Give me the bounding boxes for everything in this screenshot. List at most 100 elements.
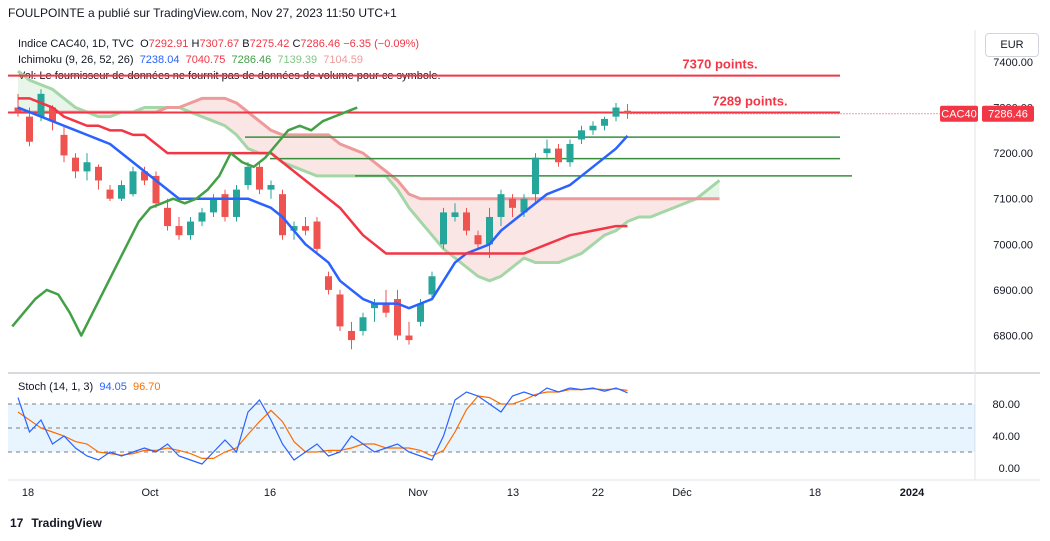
stoch-label[interactable]: Stoch (14, 1, 3) — [18, 381, 94, 393]
tradingview-brand[interactable]: 17 TradingView — [10, 516, 102, 530]
x-tick-label: 2024 — [900, 487, 925, 499]
cloud-fill — [570, 198, 582, 258]
candle — [210, 194, 217, 217]
candle — [175, 216, 183, 240]
candle — [451, 203, 459, 222]
cloud-fill — [547, 198, 559, 263]
candle-body — [394, 299, 401, 336]
candle-body — [129, 171, 137, 195]
cloud-fill — [41, 84, 53, 113]
candle — [26, 107, 33, 147]
candle — [359, 312, 367, 336]
cloud-fill — [639, 198, 651, 217]
cloud-fill — [593, 198, 605, 245]
last-symbol-tag — [940, 105, 978, 122]
candle — [601, 116, 608, 131]
candle — [624, 104, 631, 119]
symbol-label[interactable]: Indice CAC40, 1D, TVC — [18, 38, 134, 50]
candle-body — [359, 317, 367, 331]
span-a-line — [17, 69, 721, 283]
candle — [313, 216, 321, 254]
candle-body — [83, 162, 91, 172]
close-value: 7286.46 — [300, 38, 341, 50]
candle-body — [371, 303, 378, 309]
symbol-row: Indice CAC40, 1D, TVC O7292.91 H7307.67 … — [18, 36, 441, 52]
candle-body — [509, 198, 516, 208]
candle — [256, 162, 263, 195]
candle-body — [601, 118, 608, 126]
candle — [233, 185, 240, 222]
cloud-fill — [340, 144, 352, 176]
cloud-fill — [248, 112, 260, 154]
stoch-tick-label: 40.00 — [992, 431, 1020, 443]
candle — [118, 180, 125, 201]
candle-body — [566, 144, 574, 163]
candle-body — [578, 130, 585, 140]
candle — [221, 189, 229, 222]
cloud-fill — [213, 98, 225, 126]
stoch-d-value: 96.70 — [133, 381, 161, 393]
candle-body — [198, 212, 206, 222]
candle — [509, 194, 516, 217]
cloud-fill — [190, 98, 202, 117]
candle-body — [164, 207, 171, 227]
candle-body — [486, 216, 493, 245]
low-label: B — [242, 38, 250, 50]
candle-body — [417, 303, 424, 322]
cloud-fill — [673, 198, 685, 208]
candle — [267, 180, 275, 199]
candle — [141, 166, 148, 186]
cloud-fill — [581, 198, 593, 254]
cloud-fill — [225, 98, 237, 135]
candle-body — [221, 194, 229, 217]
candle — [60, 125, 68, 163]
candle-body — [589, 125, 597, 131]
cloud-fill — [650, 198, 662, 217]
candle-body — [210, 198, 217, 213]
candle — [428, 271, 436, 300]
stoch-k-value: 94.05 — [99, 381, 127, 393]
span-a-value: 7139.39 — [277, 54, 318, 66]
stoch-legend: Stoch (14, 1, 3) 94.05 96.70 — [18, 381, 161, 393]
last-symbol-label: CAC40 — [941, 109, 976, 121]
candle — [336, 289, 344, 331]
cloud-fill — [98, 112, 110, 117]
candle — [325, 271, 332, 295]
stoch-tick-label: 80.00 — [992, 399, 1020, 411]
candle-body — [405, 335, 413, 341]
candle — [106, 185, 114, 201]
stoch-d-line — [17, 388, 628, 459]
candle — [371, 299, 378, 322]
candle — [612, 102, 620, 122]
ichimoku-label[interactable]: Ichimoku (9, 26, 52, 26) — [18, 54, 134, 66]
y-tick-label: 7200.00 — [993, 148, 1033, 160]
x-tick-label: 16 — [264, 487, 276, 499]
currency-button[interactable]: EUR — [985, 33, 1039, 57]
candle-body — [72, 157, 79, 172]
cloud-fill — [466, 198, 478, 277]
cloud-fill — [282, 134, 294, 167]
cloud-fill — [29, 80, 41, 113]
candle — [14, 93, 22, 117]
chikou-value: 7286.46 — [231, 54, 272, 66]
candle-body — [267, 185, 275, 190]
candle — [555, 144, 562, 167]
change-value: −6.35 (−0.09%) — [343, 38, 420, 50]
candle — [578, 125, 585, 144]
candle-body — [497, 194, 505, 217]
candle — [497, 189, 505, 227]
candle — [302, 216, 309, 236]
open-label: O — [140, 38, 149, 50]
candle — [37, 89, 45, 122]
cloud-fill — [512, 198, 524, 268]
candle-body — [152, 175, 160, 204]
candle-body — [60, 134, 68, 156]
cloud-fill — [455, 198, 467, 268]
candle-body — [348, 330, 355, 341]
cloud-fill — [696, 189, 708, 199]
x-tick-label: Nov — [408, 487, 428, 499]
cloud-fill — [294, 134, 306, 172]
high-value: 7307.67 — [199, 38, 240, 50]
candle-body — [302, 226, 309, 231]
high-label: H — [191, 38, 200, 50]
